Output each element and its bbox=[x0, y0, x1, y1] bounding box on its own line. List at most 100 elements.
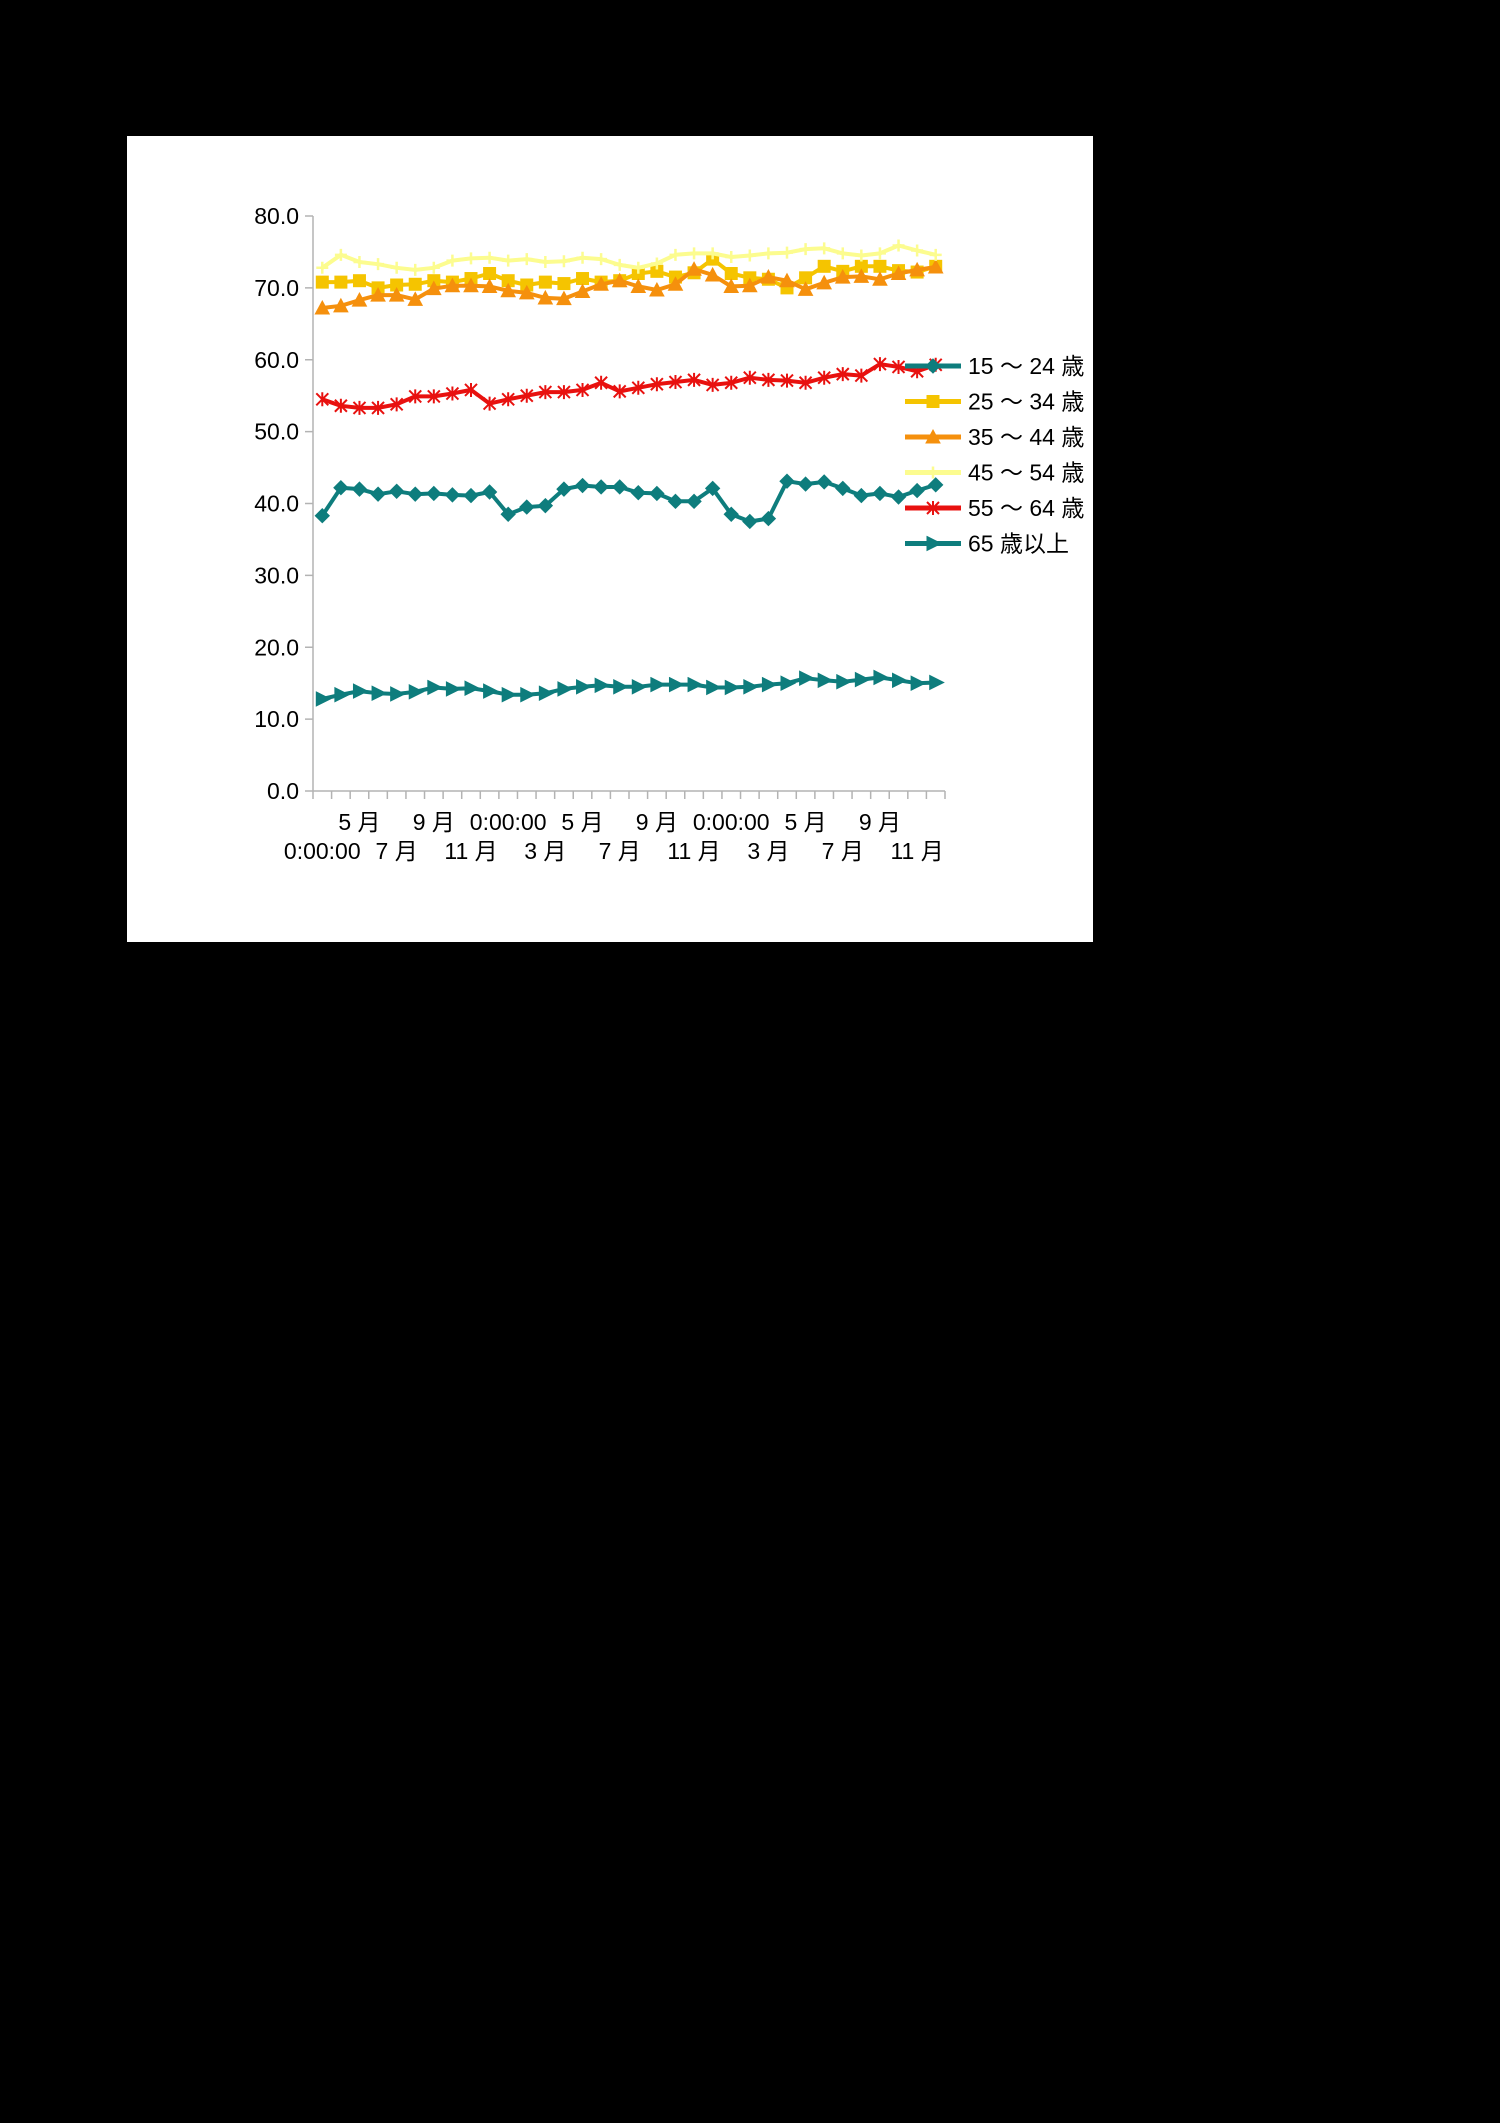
data-point bbox=[743, 249, 756, 262]
data-point bbox=[464, 382, 478, 397]
data-point bbox=[538, 685, 555, 702]
data-point bbox=[445, 386, 460, 401]
data-point bbox=[799, 243, 812, 256]
data-point bbox=[463, 277, 479, 293]
data-point bbox=[836, 247, 849, 260]
data-point bbox=[927, 258, 944, 274]
legend-label: 15 ～ 24 歳 bbox=[968, 353, 1084, 379]
data-point bbox=[834, 269, 851, 284]
data-point bbox=[389, 397, 404, 412]
data-point bbox=[630, 485, 647, 501]
data-point bbox=[334, 686, 351, 703]
data-point bbox=[723, 278, 740, 293]
series-line bbox=[320, 479, 937, 524]
data-point bbox=[520, 686, 536, 703]
data-point bbox=[574, 283, 591, 298]
data-point bbox=[576, 272, 590, 286]
data-point bbox=[723, 506, 739, 522]
series-4 bbox=[316, 239, 942, 276]
data-point bbox=[557, 255, 570, 268]
data-point bbox=[687, 676, 704, 693]
x-tick-label: 5 月 bbox=[561, 809, 603, 835]
x-tick-label: 3 月 bbox=[747, 838, 789, 864]
data-point bbox=[724, 267, 738, 280]
data-point bbox=[575, 382, 590, 397]
data-point bbox=[704, 266, 721, 282]
data-point bbox=[314, 508, 331, 524]
legend-item: 45 ～ 54 歳 bbox=[905, 460, 1084, 486]
x-tick-label: 7 月 bbox=[376, 838, 418, 864]
data-point bbox=[334, 248, 347, 261]
data-point bbox=[538, 385, 553, 400]
data-point bbox=[650, 257, 663, 270]
data-point bbox=[892, 672, 908, 689]
data-point bbox=[576, 251, 589, 264]
data-point bbox=[314, 299, 331, 315]
data-point bbox=[370, 287, 386, 302]
data-point bbox=[519, 499, 535, 515]
data-point bbox=[557, 681, 574, 697]
data-point bbox=[613, 678, 629, 695]
data-point bbox=[781, 246, 793, 259]
data-point bbox=[333, 479, 349, 496]
data-point bbox=[426, 485, 442, 502]
y-tick-label: 70.0 bbox=[254, 275, 299, 301]
data-point bbox=[502, 254, 515, 267]
series-line bbox=[321, 362, 937, 410]
data-point bbox=[556, 481, 572, 497]
data-point bbox=[706, 679, 722, 696]
data-point bbox=[799, 670, 815, 686]
data-point bbox=[407, 486, 423, 502]
data-point bbox=[500, 282, 517, 298]
data-point bbox=[816, 474, 832, 490]
data-point bbox=[818, 242, 831, 255]
y-tick-label: 10.0 bbox=[254, 706, 299, 732]
data-point bbox=[836, 367, 850, 382]
series-line bbox=[321, 243, 937, 272]
series-1 bbox=[314, 473, 944, 530]
data-point bbox=[668, 375, 683, 390]
data-point bbox=[611, 479, 628, 495]
series-6 bbox=[315, 669, 945, 707]
legend-label: 35 ～ 44 歳 bbox=[968, 424, 1084, 450]
data-point bbox=[500, 506, 516, 522]
x-tick-label: 9 月 bbox=[413, 809, 455, 835]
data-point bbox=[425, 280, 442, 296]
data-point bbox=[464, 680, 481, 697]
data-point bbox=[743, 370, 757, 385]
data-point bbox=[612, 384, 627, 399]
data-point bbox=[853, 487, 870, 504]
data-point bbox=[351, 292, 368, 307]
data-point bbox=[371, 685, 388, 702]
data-point bbox=[855, 249, 868, 262]
legend-swatch-marker bbox=[925, 358, 941, 374]
data-point bbox=[556, 290, 572, 306]
legend-swatch-marker bbox=[926, 501, 940, 515]
data-point bbox=[409, 263, 422, 276]
data-point bbox=[408, 684, 425, 700]
data-point bbox=[911, 244, 924, 257]
data-point bbox=[668, 676, 685, 693]
data-point bbox=[797, 281, 814, 296]
data-point bbox=[742, 513, 758, 530]
y-tick-label: 30.0 bbox=[254, 562, 299, 588]
x-tick-label: 7 月 bbox=[822, 838, 864, 864]
data-point bbox=[835, 480, 851, 497]
data-point bbox=[909, 482, 925, 499]
data-point bbox=[780, 373, 794, 388]
legend-swatch-marker bbox=[926, 535, 943, 552]
data-point bbox=[483, 251, 496, 264]
data-point bbox=[854, 368, 869, 383]
data-point bbox=[649, 485, 665, 502]
data-point bbox=[557, 277, 571, 291]
data-point bbox=[316, 261, 329, 274]
data-point bbox=[686, 261, 702, 276]
x-tick-label: 9 月 bbox=[636, 809, 678, 835]
legend-swatch-marker bbox=[925, 428, 941, 444]
data-point bbox=[595, 253, 608, 266]
data-point bbox=[334, 275, 348, 289]
x-tick-label: 0:00:00 bbox=[284, 838, 361, 864]
data-point bbox=[927, 477, 944, 493]
data-point bbox=[594, 677, 611, 694]
data-point bbox=[705, 377, 720, 392]
